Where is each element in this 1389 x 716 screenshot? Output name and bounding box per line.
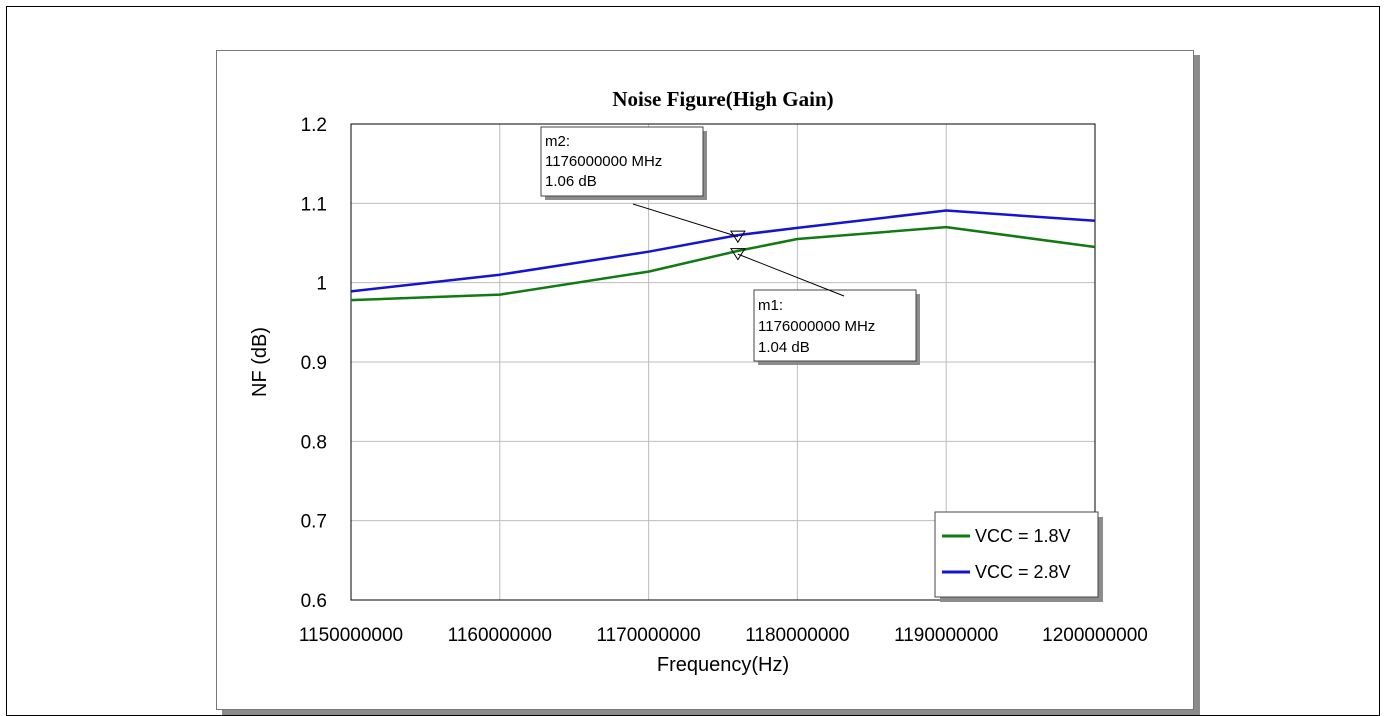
y-tick-label: 1 [316, 274, 327, 295]
y-tick-label: 0.8 [301, 432, 327, 453]
marker-m1-freq: 1176000000 MHz [758, 318, 875, 335]
y-tick-labels: 0.6 0.7 0.8 0.9 1 1.1 1.2 [301, 115, 327, 612]
y-tick-label: 1.2 [301, 115, 327, 136]
legend: VCC = 1.8V VCC = 2.8V [934, 511, 1103, 602]
marker-m1-box [753, 289, 917, 362]
x-tick-labels: 1150000000 1160000000 1170000000 1180000000… [299, 625, 1148, 646]
y-tick-label: 0.6 [301, 591, 327, 612]
marker-m2-triangle-icon [729, 230, 746, 244]
marker-m2-leader [632, 203, 739, 238]
marker-m1-label: m1: [758, 297, 783, 314]
marker-m2-box [540, 126, 704, 197]
marker-m2-label: m2: [545, 133, 570, 150]
x-tick-label: 1150000000 [299, 625, 403, 646]
legend-label-vcc-1-8: VCC = 1.8V [975, 526, 1071, 546]
marker-layer: m2: 1176000000 MHz 1.06 dB m1: 117600000… [540, 126, 920, 365]
y-tick-label: 0.9 [301, 353, 327, 374]
x-tick-label: 1170000000 [596, 625, 700, 646]
marker-m2[interactable]: m2: 1176000000 MHz 1.06 dB [540, 126, 746, 244]
marker-m1[interactable]: m1: 1176000000 MHz 1.04 dB [729, 248, 920, 365]
marker-m1-value: 1.04 dB [758, 339, 810, 356]
series-layer [350, 209, 1096, 302]
marker-m2-freq: 1176000000 MHz [545, 153, 662, 170]
series-line-1 [350, 209, 1096, 293]
marker-m2-value: 1.06 dB [545, 173, 597, 190]
x-tick-label: 1190000000 [894, 625, 998, 646]
x-tick-label: 1200000000 [1042, 625, 1148, 646]
marker-m1-triangle-icon [729, 248, 746, 261]
y-axis-title: NF (dB) [249, 327, 271, 397]
y-tick-label: 0.7 [301, 512, 327, 533]
legend-label-vcc-2-8: VCC = 2.8V [975, 562, 1071, 582]
legend-box [934, 511, 1099, 598]
plot-area [350, 123, 1096, 601]
series-line-0 [350, 225, 1096, 302]
x-tick-label: 1180000000 [745, 625, 849, 646]
marker-m1-leader [737, 253, 845, 297]
x-tick-label: 1160000000 [448, 625, 552, 646]
x-axis-title: Frequency(Hz) [657, 654, 789, 676]
y-tick-label: 1.1 [301, 194, 327, 215]
chart-title: Noise Figure(High Gain) [612, 87, 833, 111]
